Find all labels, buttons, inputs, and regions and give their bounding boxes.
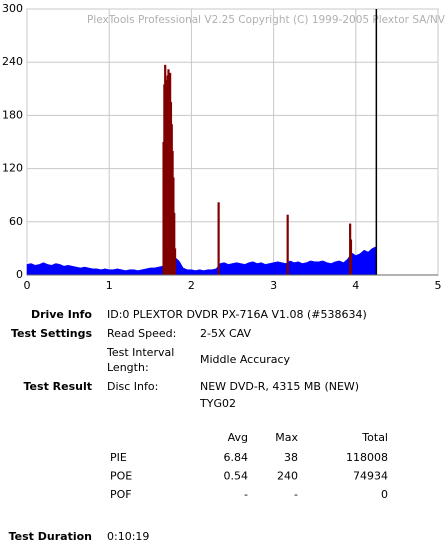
label: Disc Info: [107, 380, 158, 393]
table-cell: PIE [110, 451, 127, 464]
y-tick-label: 240 [2, 55, 23, 68]
table-cell: POF [110, 488, 132, 501]
value: 0:10:19 [107, 530, 149, 543]
y-tick-label: 300 [2, 2, 23, 15]
table-cell: 38 [284, 451, 298, 464]
table-cell: 240 [277, 470, 298, 483]
label: Read Speed: [107, 327, 176, 340]
x-tick-label: 2 [188, 279, 195, 292]
value: Middle Accuracy [200, 353, 291, 366]
table-cell: POE [110, 470, 132, 483]
x-tick-label: 0 [24, 279, 31, 292]
label: Test Interval [106, 346, 174, 359]
x-tick-label: 1 [106, 279, 113, 292]
watermark: PlexTools Professional V2.25 Copyright (… [87, 14, 445, 26]
table-cell: 118008 [346, 451, 388, 464]
poe-bar [173, 248, 177, 275]
table-cell: 6.84 [224, 451, 249, 464]
y-tick-label: 60 [9, 215, 23, 228]
table-header: Avg [228, 431, 248, 444]
label: Test Settings [11, 327, 93, 340]
value: NEW DVD-R, 4315 MB (NEW) [200, 380, 359, 393]
poe-bar [173, 212, 176, 275]
label: Drive Info [31, 308, 92, 321]
y-tick-label: 180 [2, 108, 23, 121]
table-cell: 0 [381, 488, 388, 501]
label: Test Result [24, 380, 92, 393]
y-tick-label: 120 [2, 162, 23, 175]
poe-bar [217, 202, 220, 275]
value: 2-5X CAV [200, 327, 252, 340]
x-tick-label: 5 [435, 279, 442, 292]
plot-area [26, 8, 439, 276]
table-header: Max [275, 431, 298, 444]
value: TYG02 [199, 397, 236, 410]
poe-bar [286, 214, 289, 275]
table-cell: - [294, 488, 298, 501]
label: Length: [107, 361, 149, 374]
table-cell: 0.54 [224, 470, 249, 483]
table-cell: 74934 [353, 470, 388, 483]
label: Test Duration [9, 530, 92, 543]
pie-area [26, 246, 377, 276]
x-tick-label: 4 [352, 279, 359, 292]
value: ID:0 PLEXTOR DVDR PX-716A V1.08 (#538634… [107, 308, 367, 321]
table-header: Total [361, 431, 388, 444]
poe-bar [349, 239, 353, 275]
table-cell: - [244, 488, 248, 501]
y-tick-label: 0 [16, 268, 23, 281]
x-tick-label: 3 [270, 279, 277, 292]
